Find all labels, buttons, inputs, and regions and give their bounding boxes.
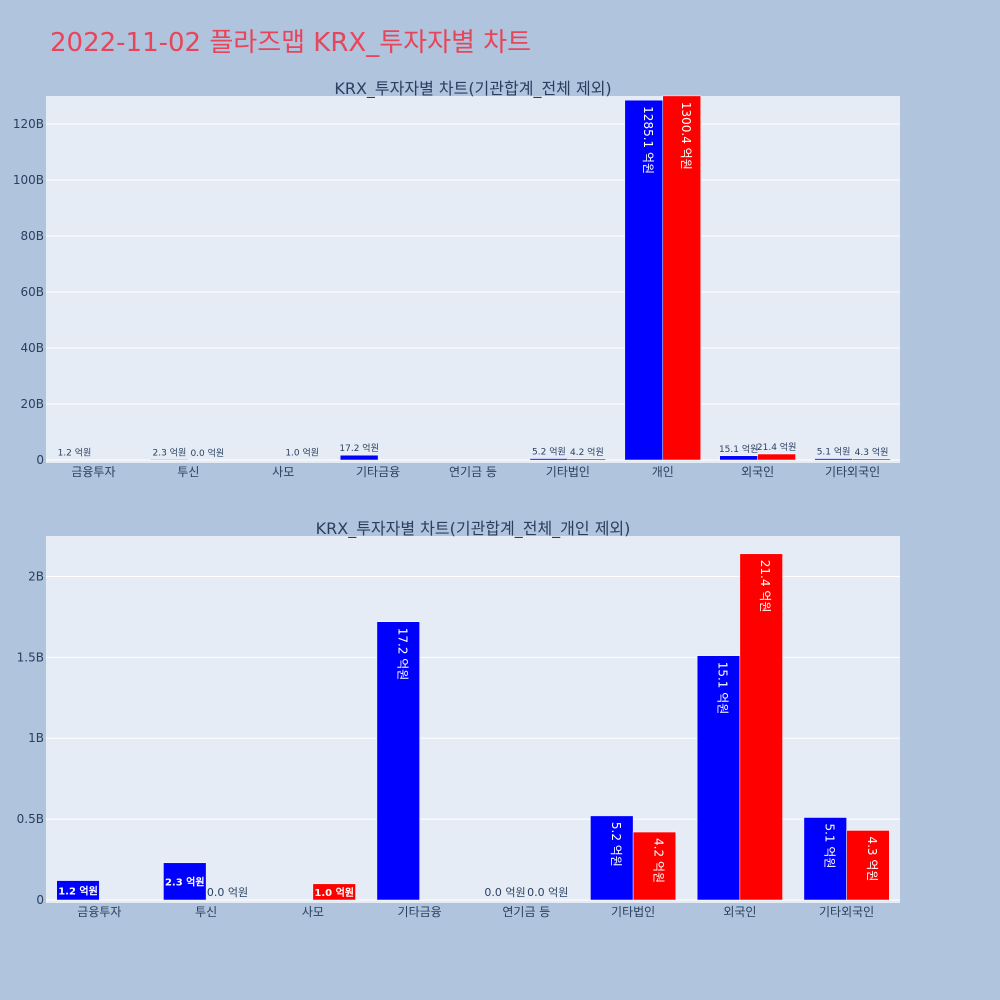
bar-label: 1285.1 억원 — [641, 106, 655, 174]
x-tick-label: 기타금융 — [398, 905, 442, 919]
y-tick-label: 1.5B — [17, 650, 44, 664]
x-tick-label: 투신 — [177, 465, 199, 479]
bar-label: 5.1 억원 — [822, 823, 836, 868]
bar — [312, 883, 356, 901]
y-tick-label: 0 — [36, 893, 44, 907]
bar — [662, 95, 701, 461]
bar — [739, 553, 783, 901]
bar-label: 1300.4 억원 — [679, 102, 693, 170]
y-tick-label: 0.5B — [17, 812, 44, 826]
bar-label: 0.0 억원 — [207, 886, 248, 899]
bar-label: 4.2 억원 — [651, 838, 665, 883]
x-tick-label: 금융투자 — [77, 905, 121, 919]
x-tick-label: 투신 — [195, 905, 217, 919]
chart-title: KRX_투자자별 차트(기관합계_전체_개인 제외) — [316, 519, 631, 539]
x-tick-label: 연기금 등 — [449, 465, 497, 479]
bar — [757, 453, 796, 461]
bar — [529, 458, 569, 461]
bar-label: 15.1 억원 — [719, 443, 758, 455]
bar — [376, 621, 420, 901]
plot-area — [46, 96, 900, 463]
y-tick-label: 0 — [36, 453, 44, 467]
bar — [803, 817, 847, 901]
bar-label: 1.0 억원 — [314, 886, 354, 899]
bar — [852, 458, 891, 461]
bar-label: 21.4 억원 — [758, 560, 772, 613]
bar-label: 2.3 억원 — [165, 875, 205, 888]
bar-label: 1.0 억원 — [285, 447, 319, 459]
bar-label: 5.2 억원 — [609, 822, 623, 867]
y-tick-label: 120B — [13, 117, 44, 131]
x-tick-label: 사모 — [272, 465, 294, 479]
chart-2: 0 0.5B 1B 1.5B 2B KRX_투자자별 차트(기관합계_전체_개인 제외) 금… — [17, 519, 900, 919]
bar — [846, 830, 890, 901]
x-tick-label: 외국인 — [723, 905, 756, 919]
x-tick-label: 기타법인 — [546, 465, 590, 479]
bar-label: 21.4 억원 — [757, 441, 796, 453]
y-tick-label: 2B — [28, 569, 44, 583]
bar — [696, 655, 741, 901]
y-tick-label: 20B — [20, 397, 44, 411]
bar — [339, 454, 379, 461]
y-tick-label: 80B — [20, 229, 44, 243]
y-tick-label: 40B — [20, 341, 44, 355]
bar-label: 17.2 억원 — [339, 442, 378, 454]
chart-1: 0 20B 40B 60B 80B 100B 120B KRX_투자자별 차트(기관합계_전체… — [13, 79, 900, 479]
y-tick-label: 60B — [20, 285, 44, 299]
bar-label: 0.0 억원 — [484, 886, 525, 899]
page-title: 2022-11-02 플라즈맵 KRX_투자자별 차트 — [50, 28, 532, 58]
bar — [624, 99, 664, 461]
x-tick-label: 기타금융 — [356, 465, 400, 479]
bar-label: 17.2 억원 — [395, 628, 409, 681]
bar — [632, 831, 677, 901]
bar — [567, 458, 607, 461]
bar — [719, 455, 758, 461]
chart-title: KRX_투자자별 차트(기관합계_전체 제외) — [334, 79, 611, 99]
x-tick-label: 금융투자 — [71, 465, 115, 479]
x-tick-label: 사모 — [302, 905, 324, 919]
x-tick-label: 외국인 — [741, 465, 774, 479]
bar — [814, 458, 853, 461]
bar — [163, 862, 207, 901]
x-tick-label: 기타외국인 — [819, 905, 874, 919]
x-tick-label: 기타외국인 — [825, 465, 880, 479]
bar-label: 1.2 억원 — [58, 884, 98, 897]
bar-label: 0.0 억원 — [527, 886, 568, 899]
x-tick-label: 개인 — [652, 465, 674, 479]
y-tick-label: 100B — [13, 173, 44, 187]
bar-label: 15.1 억원 — [716, 662, 730, 715]
bar-label: 4.3 억원 — [855, 446, 889, 458]
x-tick-label: 기타법인 — [611, 905, 655, 919]
y-tick-label: 1B — [28, 731, 44, 745]
bar — [56, 880, 100, 901]
bar-label: 1.2 억원 — [58, 447, 92, 459]
bar-label: 4.2 억원 — [570, 446, 604, 458]
bar-label: 5.1 억원 — [817, 446, 851, 458]
x-tick-label: 연기금 등 — [502, 905, 550, 919]
bar-label: 5.2 억원 — [532, 446, 566, 458]
bar-label: 0.0 억원 — [190, 447, 224, 459]
bar-label: 4.3 억원 — [865, 836, 879, 881]
bar-label: 2.3 억원 — [152, 446, 186, 458]
bar — [150, 459, 189, 461]
